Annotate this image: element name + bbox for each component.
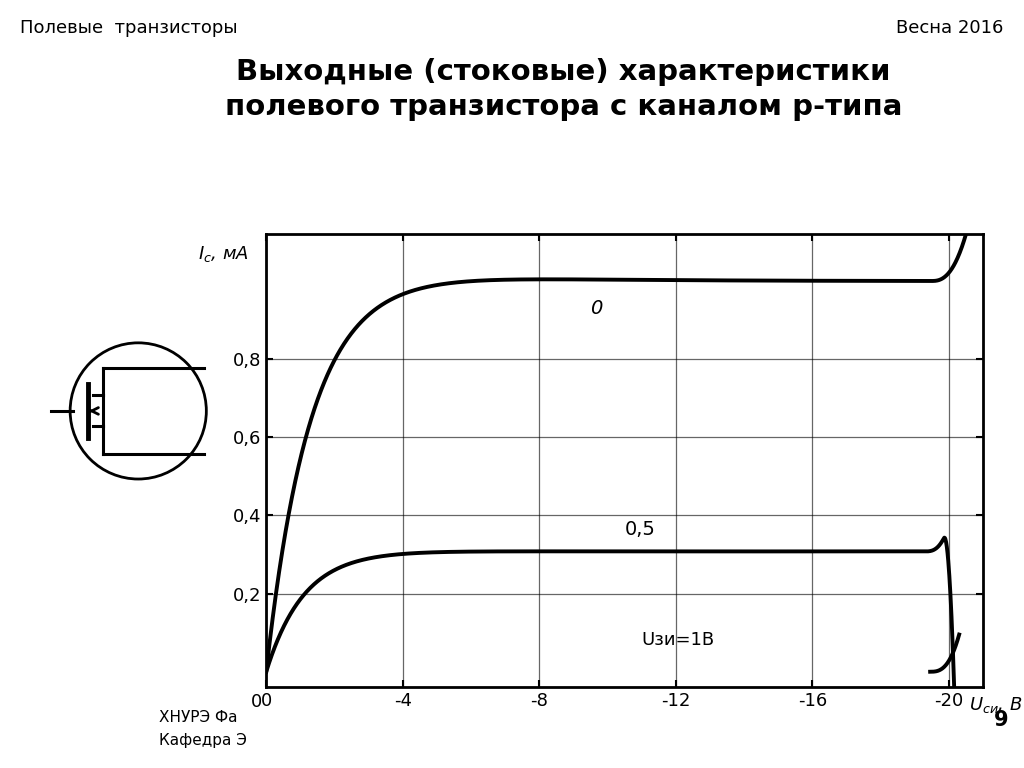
Text: ХНУРЭ Фа: ХНУРЭ Фа — [159, 710, 238, 726]
Text: Полевые  транзисторы: Полевые транзисторы — [20, 19, 239, 37]
Text: $U_{си}$, В: $U_{си}$, В — [970, 695, 1023, 715]
Text: Весна 2016: Весна 2016 — [896, 19, 1004, 37]
Text: $I_{с}$, мА: $I_{с}$, мА — [199, 243, 249, 263]
Text: Кафедра Э: Кафедра Э — [159, 733, 247, 749]
Text: Выходные (стоковые) характеристики
полевого транзистора с каналом р-типа: Выходные (стоковые) характеристики полев… — [224, 58, 902, 121]
Text: 0,5: 0,5 — [625, 520, 655, 538]
Text: Uзи=1В: Uзи=1В — [642, 631, 715, 650]
Text: 0: 0 — [591, 299, 603, 318]
Text: 0: 0 — [251, 694, 261, 711]
Text: 9: 9 — [994, 710, 1009, 730]
